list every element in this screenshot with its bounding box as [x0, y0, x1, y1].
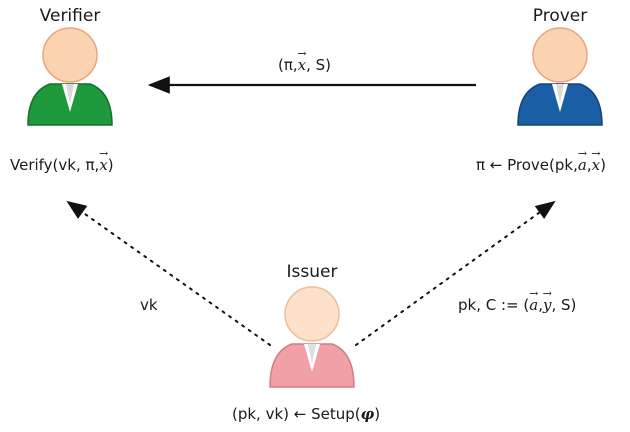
pk-edge-prefix: pk, C := (: [458, 296, 530, 314]
verify-suffix: ): [107, 156, 114, 174]
prove-suffix: ): [600, 156, 606, 174]
prove-vector-x: x: [592, 156, 600, 174]
proof-message: (π,x, S): [278, 56, 331, 74]
prover-figure: [517, 27, 603, 126]
issuer-figure: [269, 286, 355, 388]
pk-edge-suffix: , S): [551, 296, 577, 314]
vk-arrow: [66, 200, 271, 346]
verify-equation: Verify(vk, π,x): [10, 156, 114, 174]
pk-edge-vector-y: y: [543, 296, 551, 314]
issuer-label: Issuer: [286, 262, 338, 282]
verify-prefix: Verify(vk, π,: [10, 156, 100, 174]
prove-separator: ,: [586, 156, 592, 174]
vk-edge-label: vk: [140, 296, 158, 314]
proof-message-open: (π,: [278, 56, 298, 74]
setup-suffix: ): [374, 405, 381, 423]
pk-edge-separator: ,: [538, 296, 543, 314]
proof-message-close: , S): [306, 56, 332, 74]
verify-vector-x: x: [99, 156, 107, 174]
prove-prefix: π ← Prove(pk,: [476, 156, 578, 174]
proof-message-vector-x: x: [298, 56, 306, 74]
setup-equation: (pk, vk) ← Setup(φ): [232, 405, 380, 423]
setup-prefix: (pk, vk) ← Setup(: [232, 405, 361, 423]
prover-label: Prover: [532, 6, 588, 26]
setup-phi: φ: [360, 405, 375, 423]
verifier-figure: [27, 27, 113, 126]
pk-arrow: [355, 200, 556, 346]
pk-edge-vector-a: a: [529, 296, 538, 314]
prove-equation: π ← Prove(pk,a,x): [476, 156, 606, 174]
verifier-label: Verifier: [39, 6, 101, 26]
pk-edge-label: pk, C := (a,y, S): [458, 296, 576, 314]
prove-vector-a: a: [578, 156, 587, 174]
